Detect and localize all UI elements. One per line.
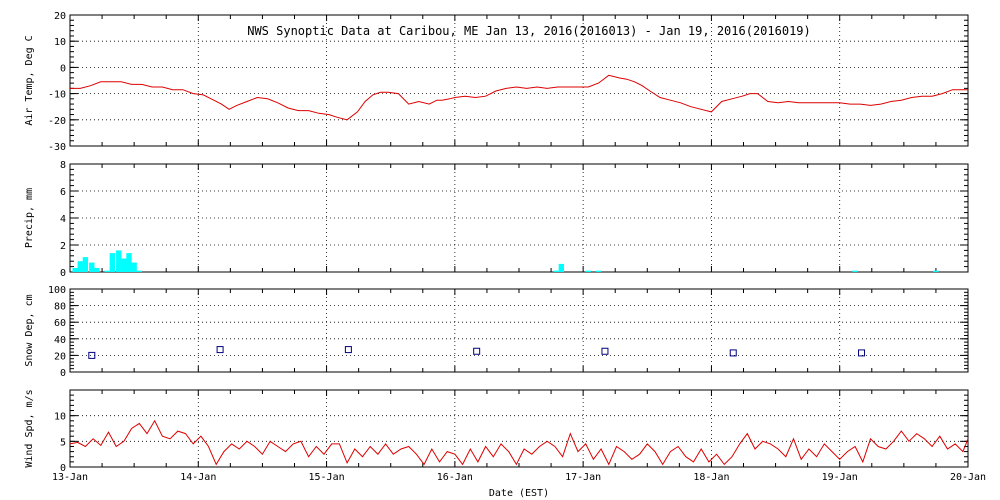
precip-bar [595,270,602,272]
precip-bar [553,270,559,272]
wind-series-line [69,419,969,466]
precip-ytick-label: 4 [60,214,66,225]
snow_depth-frame [69,288,969,373]
precip-bar [72,267,78,272]
chart-title: NWS Synoptic Data at Caribou, ME Jan 13,… [247,24,811,38]
x-tick-label: 20-Jan [950,472,986,483]
snow-depth-point [601,347,609,355]
x-tick-label: 19-Jan [822,472,858,483]
precip-bar [121,258,127,272]
snow_depth-ytick-label: 60 [54,318,66,329]
snow-depth-point [344,346,352,354]
precip-ytick-label: 0 [60,268,66,279]
precip-bar [109,253,116,272]
precip-y-axis-label: Precip, mm [24,188,35,248]
snow_depth-ytick-label: 20 [54,351,66,362]
x-tick-label: 13-Jan [52,472,88,483]
precip-bar [933,270,939,272]
snow_depth-ytick-label: 80 [54,302,66,313]
wind-ytick-label: 0 [60,463,66,474]
snow_depth-ytick-label: 0 [60,368,66,379]
air_temp-ytick-label: 0 [60,63,66,74]
air_temp-ytick-label: 20 [54,11,66,22]
x-tick-label: 18-Jan [693,472,729,483]
precip-bar [126,253,132,272]
wind-panel: 0 5 10 Wind Spd, m/s 13-Jan 14-Jan 15-Jan 16-Ja… [24,389,986,483]
snow_depth-ytick-label: 40 [54,335,66,346]
snow_depth-ytick-label: 100 [48,285,66,296]
air_temp-ytick-label: -10 [48,90,66,101]
precip-panel: 0 2 4 6 8 Precip, mm [24,160,969,279]
wind-ytick-label: 5 [60,437,66,448]
precip-ytick-label: 6 [60,187,66,198]
precip-bar [89,262,95,272]
precip-ytick-label: 2 [60,241,66,252]
snow_depth-panel: 0 20 40 60 80 100 Snow Dep, cm [24,285,969,379]
precip-ytick-label: 8 [60,160,66,171]
precip-bar [585,270,591,272]
x-tick-label: 16-Jan [437,472,473,483]
x-tick-label: 15-Jan [309,472,345,483]
precip-bar [104,270,110,272]
air_temp-panel: -30 -20 -10 0 10 20 Air Temp, Deg C [24,11,969,153]
precip-bar [94,267,100,272]
air_temp-ytick-label: -30 [48,142,66,153]
air_temp-ytick-label: -20 [48,116,66,127]
air_temp-y-axis-label: Air Temp, Deg C [24,35,35,125]
wind-ytick-label: 10 [54,412,66,423]
precip-bar [852,270,858,272]
precip-bar [558,263,565,272]
air_temp-ytick-label: 10 [54,37,66,48]
snow-depth-point [216,346,224,354]
snow-depth-point [473,347,481,355]
snow-depth-point [88,351,96,359]
x-tick-label: 17-Jan [565,472,601,483]
precip-bar [77,261,83,272]
air_temp-series-line [70,74,968,121]
x-tick-label: 14-Jan [180,472,216,483]
snow-depth-point [729,349,737,357]
wind-frame [69,389,969,468]
precip-bar [82,257,89,272]
chart-panels: -30 -20 -10 0 10 20 Air Temp, Deg C 0 2 4 6 8 Precip… [24,11,986,483]
wind-y-axis-label: Wind Spd, m/s [24,389,35,467]
snow_depth-y-axis-label: Snow Dep, cm [24,294,35,366]
precip-bar [116,250,122,272]
precip-bar [131,262,137,272]
x-axis-label: Date (EST) [489,488,549,499]
precip-bar [136,270,142,272]
snow-depth-point [858,349,866,357]
